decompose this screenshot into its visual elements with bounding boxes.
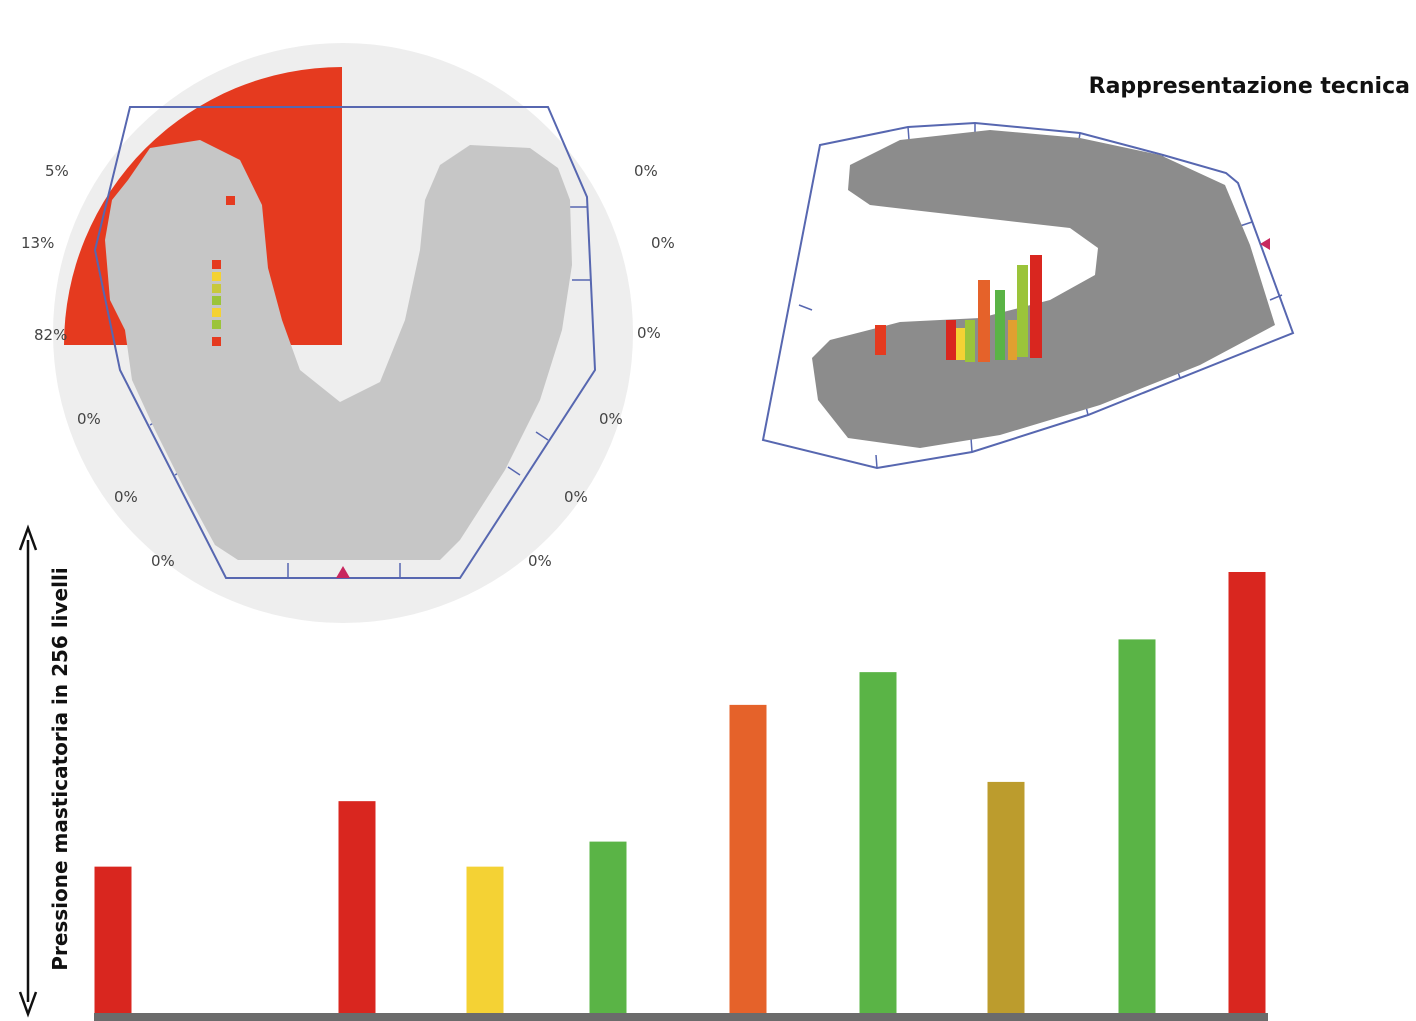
bar-2	[338, 801, 376, 1013]
pct-right-3: 0%	[637, 324, 661, 342]
pct-left-4: 0%	[77, 410, 101, 428]
bar-9	[1228, 571, 1266, 1013]
bar-7	[987, 781, 1025, 1013]
percentages-right: 0% 0% 0% 0% 0% 0%	[528, 162, 675, 570]
pct-left-5: 0%	[114, 488, 138, 506]
pct-left-2: 13%	[21, 234, 54, 252]
y-axis-label-container: Pressione masticatoria in 256 livelli	[40, 520, 80, 1018]
x-axis-baseline	[94, 1013, 1268, 1021]
bar-3	[466, 866, 504, 1013]
midline-marker-icon	[336, 566, 350, 578]
bar-8	[1118, 639, 1156, 1013]
contact-point	[226, 196, 235, 205]
bar-chart	[18, 524, 1268, 1021]
pct-left-1: 5%	[45, 162, 69, 180]
technical-3d-view	[761, 121, 1295, 470]
y-axis-arrow	[18, 524, 38, 1018]
contact-column	[212, 260, 221, 346]
bar-6	[859, 672, 897, 1013]
percentages-left: 5% 13% 82% 0% 0% 0%	[21, 162, 175, 570]
bars	[94, 571, 1266, 1013]
chart-title: Rappresentazione tecnica	[1088, 74, 1410, 99]
pct-right-5: 0%	[564, 488, 588, 506]
technical-arch	[812, 130, 1275, 448]
pct-right-1: 0%	[634, 162, 658, 180]
pct-left-6: 0%	[151, 552, 175, 570]
bar-4	[589, 841, 627, 1013]
arch-outline	[93, 106, 597, 579]
pct-right-2: 0%	[651, 234, 675, 252]
y-axis-label: Pressione masticatoria in 256 livelli	[48, 567, 72, 971]
technical-3d-bars	[875, 255, 1042, 362]
pct-right-4: 0%	[599, 410, 623, 428]
bar-5	[729, 704, 767, 1013]
occlusal-map: 5% 13% 82% 0% 0% 0% 0% 0% 0% 0% 0% 0%	[21, 43, 675, 623]
pct-left-3: 82%	[34, 326, 67, 344]
dental-arch	[105, 140, 572, 560]
technical-midline-marker-icon	[1260, 238, 1270, 250]
bar-1	[94, 866, 132, 1013]
pct-right-6: 0%	[528, 552, 552, 570]
